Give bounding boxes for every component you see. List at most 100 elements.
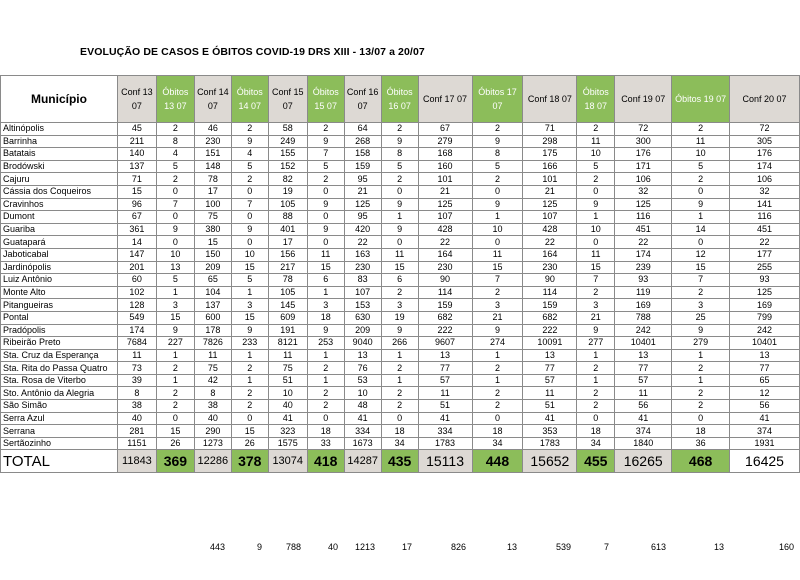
obitos-cell: 9 [380,197,419,212]
conf-cell: 11 [267,348,308,363]
municipio-name: Guariba [0,222,118,237]
table-row: Serrana 281 15 290 15 323 18 334 18 334 18 353 18 374… [0,424,800,438]
obitos-cell: 18 [671,424,731,438]
obitos-cell: 2 [230,386,269,401]
obitos-cell: 2 [306,122,345,136]
municipio-name: Batatais [0,147,118,161]
obitos-cell: 2 [671,361,731,375]
conf-cell: 281 [116,424,157,438]
conf-cell: 682 [417,310,473,325]
conf-cell: 279 [417,134,473,149]
conf-cell: 41 [522,411,578,426]
conf-cell: 428 [417,222,473,237]
conf-cell: 380 [193,222,232,237]
header-conf-17: Conf 17 07 [417,75,473,123]
difference-value: 13 [506,542,517,552]
conf-cell: 13 [729,348,800,363]
obitos-cell: 2 [380,122,419,136]
conf-cell: 67 [116,210,157,224]
conf-cell: 230 [417,260,473,275]
conf-cell: 230 [343,260,382,275]
municipio-name: Sta. Rita do Passa Quatro [0,361,118,375]
obitos-cell: 12 [671,247,731,262]
obitos-cell: 7 [230,197,269,212]
obitos-cell: 2 [380,361,419,375]
conf-cell: 64 [343,122,382,136]
obitos-cell: 15 [576,260,616,275]
conf-cell: 305 [729,134,800,149]
difference-value: 788 [285,542,301,552]
municipio-name: Sto. Antônio da Alegria [0,386,118,401]
obitos-cell: 18 [306,424,345,438]
conf-cell: 209 [343,323,382,338]
obitos-cell: 2 [155,399,195,413]
conf-cell: 222 [522,323,578,338]
conf-cell: 361 [116,222,157,237]
obitos-cell: 18 [471,424,524,438]
header-obitos-14: Óbitos 14 07 [230,75,269,123]
conf-cell: 11 [614,386,673,401]
obitos-cell: 2 [471,122,524,136]
conf-cell: 13 [614,348,673,363]
conf-cell: 19 [267,184,308,199]
conf-cell: 88 [267,210,308,224]
conf-cell: 11 [193,348,232,363]
conf-cell: 164 [417,247,473,262]
conf-cell: 77 [417,361,473,375]
total-obitos-cell: 369 [155,449,195,474]
obitos-cell: 9 [230,222,269,237]
obitos-cell: 1 [576,210,616,224]
obitos-cell: 0 [380,184,419,199]
conf-cell: 323 [267,424,308,438]
obitos-cell: 1 [471,210,524,224]
obitos-cell: 1 [380,373,419,388]
conf-cell: 82 [267,172,308,186]
obitos-cell: 2 [230,361,269,375]
conf-cell: 191 [267,323,308,338]
conf-cell: 125 [614,197,673,212]
obitos-cell: 0 [230,184,269,199]
conf-cell: 630 [343,310,382,325]
difference-value: 160 [778,542,794,552]
conf-cell: 128 [116,298,157,312]
obitos-cell: 2 [155,386,195,401]
conf-cell: 175 [522,147,578,161]
table-row: Jardinópolis 201 13 209 15 217 15 230 15 230 15 230… [0,260,800,275]
table-row: Guariba 361 9 380 9 401 9 420 9 428 10 428 10 451 14 45… [0,222,800,237]
obitos-cell: 2 [380,172,419,186]
conf-cell: 222 [417,323,473,338]
obitos-cell: 19 [380,310,419,325]
difference-value: 1213 [354,542,375,552]
obitos-cell: 15 [380,260,419,275]
conf-cell: 151 [193,147,232,161]
obitos-cell: 0 [306,411,345,426]
table-row: Ribeirão Preto 7684 227 7826 233 8121 253 9040 2… [0,336,800,350]
obitos-cell: 0 [576,411,616,426]
municipio-name: Ribeirão Preto [0,336,118,350]
conf-cell: 95 [343,172,382,186]
conf-cell: 156 [267,247,308,262]
conf-cell: 290 [193,424,232,438]
obitos-cell: 3 [576,298,616,312]
difference-value: 539 [555,542,571,552]
total-row: TOTAL 11843 369 12286 378 13074 418 14287 435 151… [0,449,800,474]
conf-cell: 159 [417,298,473,312]
obitos-cell: 3 [230,298,269,312]
obitos-cell: 2 [471,399,524,413]
conf-cell: 148 [193,159,232,174]
difference-value: 7 [603,542,609,552]
conf-cell: 106 [729,172,800,186]
obitos-cell: 2 [471,386,524,401]
conf-cell: 71 [116,172,157,186]
conf-cell: 1783 [522,436,578,451]
conf-cell: 451 [729,222,800,237]
difference-value: 443 [209,542,225,552]
obitos-cell: 10 [671,147,731,161]
conf-cell: 32 [614,184,673,199]
obitos-cell: 5 [380,159,419,174]
obitos-cell: 1 [155,348,195,363]
obitos-cell: 10 [471,222,524,237]
table-row: Jaboticabal 147 10 150 10 156 11 163 11 164 11 164 1… [0,247,800,262]
obitos-cell: 2 [671,122,731,136]
conf-cell: 17 [267,235,308,249]
